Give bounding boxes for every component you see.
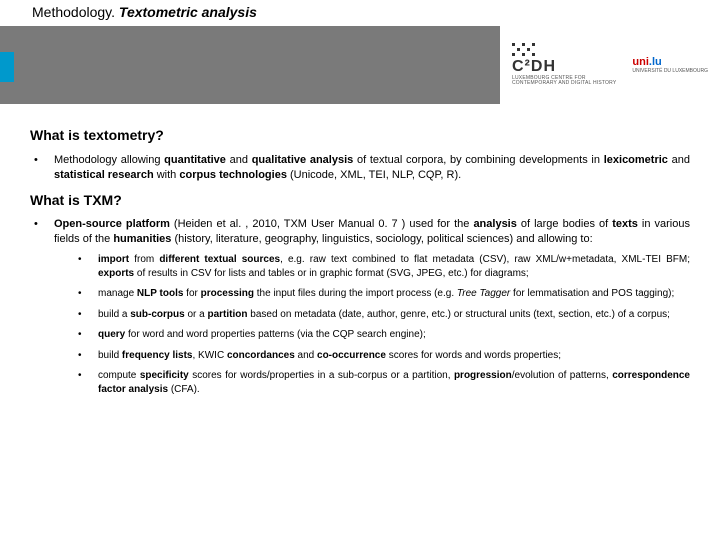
t: concordances [227,350,295,361]
dots-icon [512,43,616,56]
logo-c2dh-text: C²DH [512,58,616,76]
t: (history, literature, geography, linguis… [171,233,592,245]
t: Tree Tagger [457,288,510,299]
t: (Heiden et al. , 2010, TXM User Manual 0… [170,218,474,230]
feature-specificity: compute specificity scores for words/pro… [54,369,690,396]
t: and [226,154,252,166]
logo-uni-suffix: .lu [649,56,662,68]
t: manage [98,288,137,299]
t: , KWIC [193,350,227,361]
content-area: What is textometry? Methodology allowing… [0,104,720,414]
title-prefix: Methodology. [32,4,119,20]
title-emph: Textometric analysis [119,4,257,20]
bullet-textometry-def: Methodology allowing quantitative and qu… [30,153,690,183]
logo-uni-sub: UNIVERSITÉ DU LUXEMBOURG [632,68,708,74]
t: lexicometric [604,154,668,166]
logo-c2dh: C²DH LUXEMBOURG CENTRE FOR CONTEMPORARY … [512,43,616,87]
heading-txm: What is TXM? [30,191,690,210]
list-txm: Open-source platform (Heiden et al. , 20… [30,217,690,396]
t: of large bodies of [517,218,612,230]
t: scores for words/properties in a sub-cor… [189,370,454,381]
logo-c2dh-sub2: CONTEMPORARY AND DIGITAL HISTORY [512,81,616,87]
t: (CFA). [168,384,200,395]
t: or a [185,309,208,320]
t: of textual corpora, by combining develop… [353,154,603,166]
t: import [98,254,129,265]
accent-block [0,52,14,82]
t: partition [208,309,248,320]
t: /evolution of patterns, [512,370,612,381]
t: corpus technologies [179,169,287,181]
logo-uni-main: uni [632,56,649,68]
feature-import: import from different textual sources, e… [54,253,690,280]
feature-frequency: build frequency lists, KWIC concordances… [54,349,690,363]
feature-subcorpus: build a sub-corpus or a partition based … [54,308,690,322]
t: Methodology allowing [54,154,164,166]
header-bar: C²DH LUXEMBOURG CENTRE FOR CONTEMPORARY … [0,26,720,104]
t: quantitative [164,154,226,166]
logo-uni: uni.lu UNIVERSITÉ DU LUXEMBOURG [632,56,708,74]
t: build a [98,309,130,320]
t: based on metadata (date, author, genre, … [248,309,670,320]
t: exports [98,268,134,279]
title-strip: Methodology. Textometric analysis [0,0,720,26]
t: qualitative analysis [252,154,354,166]
t: sub-corpus [130,309,184,320]
heading-textometry: What is textometry? [30,126,690,145]
t: for word and word properties patterns (v… [125,329,426,340]
t: texts [612,218,638,230]
logo-area: C²DH LUXEMBOURG CENTRE FOR CONTEMPORARY … [500,26,720,104]
t: and [295,350,317,361]
t: co-occurrence [317,350,386,361]
t: build [98,350,122,361]
t: the input files during the import proces… [254,288,457,299]
t: frequency lists [122,350,193,361]
t: from [129,254,159,265]
list-textometry: Methodology allowing quantitative and qu… [30,153,690,183]
t: with [154,169,180,181]
slide-title: Methodology. Textometric analysis [32,4,257,20]
t: and [668,154,690,166]
t: humanities [113,233,171,245]
t: specificity [140,370,189,381]
t: for [183,288,200,299]
t: of results in CSV for lists and tables o… [134,268,529,279]
t: NLP tools [137,288,183,299]
t: , e.g. raw text combined to flat metadat… [280,254,690,265]
t: Open-source platform [54,218,170,230]
list-txm-features: import from different textual sources, e… [54,253,690,396]
t: (Unicode, XML, TEI, NLP, CQP, R). [287,169,461,181]
t: processing [201,288,254,299]
feature-nlp: manage NLP tools for processing the inpu… [54,287,690,301]
t: query [98,329,125,340]
t: compute [98,370,140,381]
t: different textual sources [159,254,280,265]
t: scores for words and words properties; [386,350,561,361]
t: statistical research [54,169,154,181]
feature-query: query for word and word properties patte… [54,328,690,342]
t: progression [454,370,512,381]
t: analysis [473,218,516,230]
bullet-txm-intro: Open-source platform (Heiden et al. , 20… [30,217,690,396]
t: for lemmatisation and POS tagging); [510,288,674,299]
